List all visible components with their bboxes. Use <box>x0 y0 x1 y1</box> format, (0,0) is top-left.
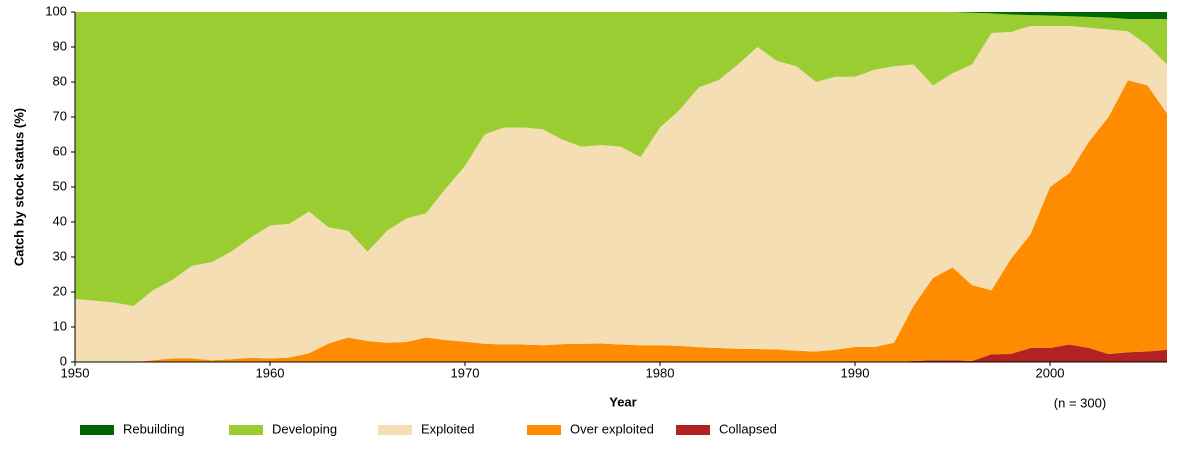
x-tick-label: 1950 <box>61 365 90 380</box>
legend-swatch <box>80 425 114 435</box>
legend-label: Rebuilding <box>123 421 184 436</box>
legend-label: Collapsed <box>719 421 777 436</box>
axes: 0 10 20 30 40 50 60 70 80 90 100 1950 1960 1970 1980 19… <box>45 3 1167 380</box>
legend-label: Over exploited <box>570 421 654 436</box>
y-tick-label: 70 <box>53 108 67 123</box>
area <box>75 12 1167 306</box>
plot-areas <box>75 12 1167 362</box>
area <box>75 80 1167 362</box>
y-tick-label: 10 <box>53 318 67 333</box>
x-tick-label: 1970 <box>451 365 480 380</box>
area <box>75 26 1167 362</box>
legend-swatch <box>229 425 263 435</box>
legend-label: Developing <box>272 421 337 436</box>
y-tick-label: 40 <box>53 213 67 228</box>
y-tick-label: 90 <box>53 38 67 53</box>
y-tick-label: 50 <box>53 178 67 193</box>
legend-swatch <box>676 425 710 435</box>
area <box>75 344 1167 362</box>
y-axis-label: Catch by stock status (%) <box>11 108 26 266</box>
area <box>75 12 1167 19</box>
legend-swatch <box>527 425 561 435</box>
y-tick-label: 100 <box>45 3 67 18</box>
annotation: (n = 300) <box>1054 395 1106 410</box>
x-axis-label: Year <box>609 394 636 409</box>
y-tick-label: 0 <box>60 353 67 368</box>
x-tick-label: 1980 <box>646 365 675 380</box>
x-tick-label: 2000 <box>1036 365 1065 380</box>
legend-label: Exploited <box>421 421 474 436</box>
y-tick-label: 20 <box>53 283 67 298</box>
y-tick-label: 80 <box>53 73 67 88</box>
legend-swatch <box>378 425 412 435</box>
x-tick-label: 1990 <box>841 365 870 380</box>
y-tick-label: 30 <box>53 248 67 263</box>
y-tick-label: 60 <box>53 143 67 158</box>
x-tick-label: 1960 <box>256 365 285 380</box>
